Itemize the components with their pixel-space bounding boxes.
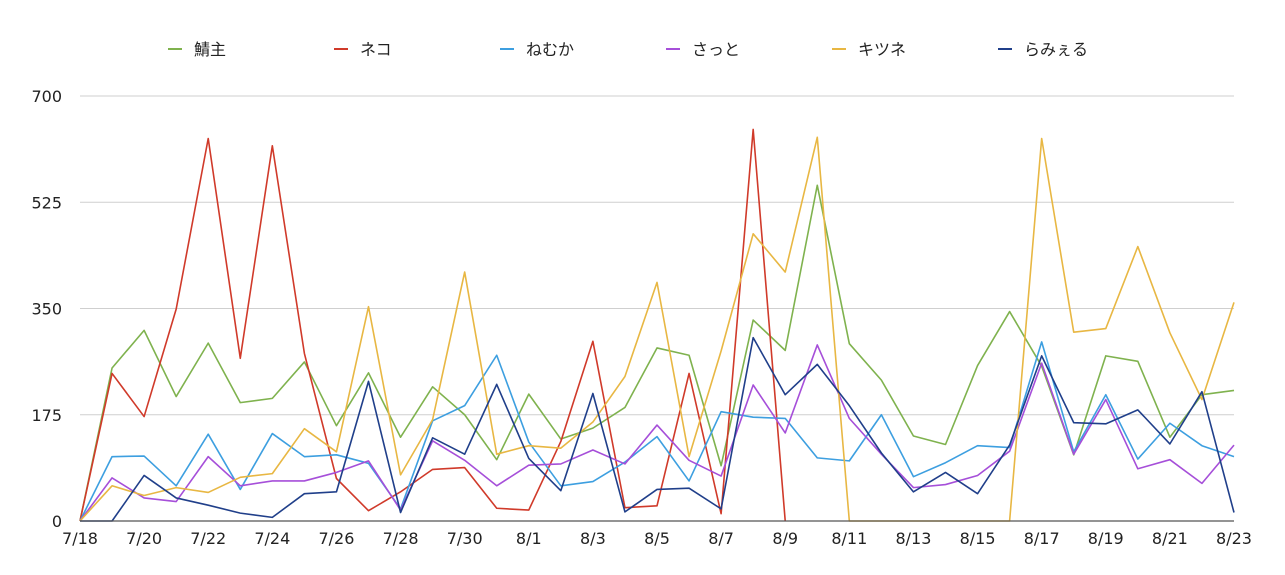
grid-lines: [80, 95, 1234, 416]
legend-label: キツネ: [858, 40, 906, 59]
y-tick-label: 525: [31, 193, 62, 212]
x-tick-label: 7/18: [62, 529, 98, 548]
x-tick-label: 8/11: [831, 529, 867, 548]
x-axis-ticks: 7/18 7/20 7/22 7/24 7/26 7/28 7/30 8/1 8/3 8/5 8/7…: [62, 529, 1252, 548]
x-tick-label: 8/9: [772, 529, 798, 548]
y-axis-ticks: 0 175 350 525 700: [31, 87, 62, 531]
x-tick-label: 8/23: [1216, 529, 1252, 548]
x-tick-label: 8/13: [895, 529, 931, 548]
legend-label: さっと: [692, 40, 740, 59]
x-tick-label: 7/22: [190, 529, 226, 548]
x-tick-label: 8/15: [960, 529, 996, 548]
x-tick-label: 7/28: [383, 529, 419, 548]
y-tick-label: 0: [52, 512, 62, 531]
y-tick-label: 700: [31, 87, 62, 106]
y-tick-label: 350: [31, 300, 62, 319]
legend: 鯖主 ネコ ねむか さっと キツネ らみぇる: [168, 40, 1088, 59]
series-line-4: [79, 136, 1235, 522]
x-tick-label: 8/17: [1024, 529, 1060, 548]
x-tick-label: 7/24: [254, 529, 290, 548]
series-lines: [79, 128, 1235, 522]
legend-label: ねむか: [526, 40, 574, 59]
y-tick-label: 175: [31, 406, 62, 425]
legend-label: ネコ: [360, 40, 392, 59]
x-tick-label: 7/30: [447, 529, 483, 548]
x-tick-label: 8/21: [1152, 529, 1188, 548]
series-line-2: [79, 341, 1235, 522]
series-line-5: [80, 336, 1235, 522]
series-line-3: [79, 344, 1235, 522]
legend-label: らみぇる: [1024, 40, 1088, 59]
x-tick-label: 8/1: [516, 529, 542, 548]
series-line-0: [79, 184, 1235, 522]
x-tick-label: 7/26: [318, 529, 354, 548]
series-line-1: [79, 128, 787, 522]
legend-label: 鯖主: [194, 40, 226, 59]
x-tick-label: 8/19: [1088, 529, 1124, 548]
x-tick-label: 7/20: [126, 529, 162, 548]
x-tick-label: 8/7: [708, 529, 734, 548]
x-tick-label: 8/5: [644, 529, 670, 548]
x-tick-label: 8/3: [580, 529, 606, 548]
